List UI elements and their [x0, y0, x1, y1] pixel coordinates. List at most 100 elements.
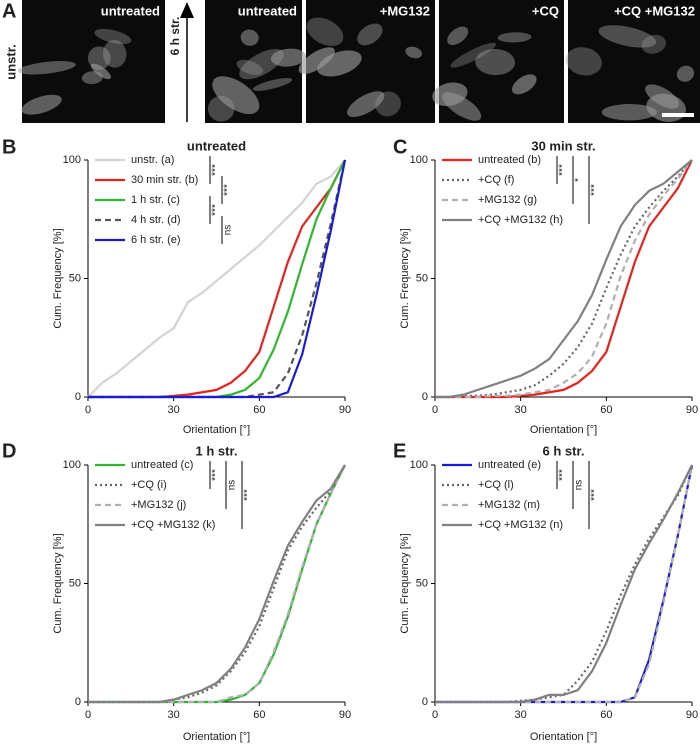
x-tick-label: 90	[339, 709, 351, 721]
legend-label: +CQ (f)	[478, 174, 514, 186]
series-line	[435, 159, 693, 399]
legend-label: 1 h str. (c)	[131, 194, 180, 206]
legend-label: +MG132 (g)	[478, 194, 537, 206]
legend-label: 30 min str. (b)	[131, 174, 198, 186]
cell	[598, 25, 657, 48]
series-line	[435, 464, 694, 704]
x-tick-label: 90	[686, 709, 698, 721]
significance-label: ***	[211, 204, 222, 216]
cell	[676, 65, 695, 82]
legend-label: untreated (c)	[131, 459, 193, 471]
x-tick-label: 0	[85, 404, 91, 416]
cell	[270, 48, 307, 67]
legend-label: +CQ +MG132 (n)	[478, 519, 563, 531]
series-line	[435, 464, 693, 704]
x-tick-label: 60	[253, 709, 265, 721]
cell	[90, 63, 111, 80]
legend-label: untreated (b)	[478, 154, 541, 166]
chart-title: 1 h str.	[196, 443, 238, 458]
x-tick-label: 90	[339, 404, 351, 416]
legend-label: +CQ (l)	[478, 479, 514, 491]
y-tick-label: 0	[75, 696, 81, 708]
y-tick-label: 0	[422, 391, 428, 403]
chart-title: 30 min str.	[531, 138, 595, 153]
legend-label: +CQ +MG132 (h)	[478, 214, 563, 226]
y-tick-label: 100	[63, 154, 81, 166]
series-line	[435, 464, 694, 704]
x-axis-label: Orientation [°]	[183, 731, 250, 743]
x-tick-label: 30	[168, 404, 180, 416]
cell	[252, 78, 293, 91]
x-tick-label: 90	[686, 404, 698, 416]
cell	[357, 23, 383, 46]
x-tick-label: 60	[600, 404, 612, 416]
series-line	[435, 159, 693, 399]
legend-label: unstr. (a)	[131, 154, 174, 166]
y-axis-label: Cum. Frequency [%]	[52, 228, 64, 328]
cell	[240, 29, 259, 46]
cell	[102, 40, 127, 68]
significance-label: ***	[590, 184, 601, 196]
significance-label: ***	[223, 184, 234, 196]
chart-title: 6 h str.	[543, 443, 585, 458]
y-tick-label: 0	[75, 391, 81, 403]
scale-bar	[662, 113, 694, 117]
series-line	[88, 464, 346, 704]
cell	[641, 34, 667, 54]
cell	[87, 46, 111, 70]
side-label: unstr.	[3, 44, 18, 79]
legend-label: +MG132 (m)	[478, 499, 540, 511]
x-tick-label: 30	[515, 709, 527, 721]
y-tick-label: 50	[69, 577, 81, 589]
cell	[94, 28, 132, 45]
cell	[447, 26, 469, 46]
cell	[18, 61, 76, 75]
x-tick-label: 0	[432, 709, 438, 721]
significance-label: ***	[558, 164, 569, 176]
image-label: untreated	[101, 3, 160, 18]
series-line	[88, 464, 346, 704]
cell	[497, 32, 532, 43]
legend-label: 4 h str. (d)	[131, 214, 181, 226]
cell	[347, 91, 385, 118]
cell	[475, 48, 516, 76]
y-axis-label: Cum. Frequency [%]	[399, 228, 411, 328]
legend-label: untreated (e)	[478, 459, 541, 471]
chart-title: untreated	[187, 138, 246, 153]
cell	[375, 91, 401, 117]
legend-label: +CQ +MG132 (k)	[131, 519, 215, 531]
arrow-head	[180, 2, 194, 18]
significance-label: *	[574, 178, 585, 182]
y-tick-label: 100	[410, 154, 428, 166]
image-label: untreated	[238, 3, 297, 18]
y-tick-label: 50	[416, 272, 428, 284]
significance-label: ***	[558, 469, 569, 481]
cell	[511, 74, 537, 95]
cell	[441, 92, 482, 121]
significance-label: ***	[590, 489, 601, 501]
series-line	[88, 464, 346, 704]
x-tick-label: 30	[168, 709, 180, 721]
panel-letter: B	[2, 136, 16, 158]
panel-letter: E	[393, 440, 406, 462]
significance-label: ***	[243, 489, 254, 501]
arrow-label: 6 h str.	[168, 17, 182, 56]
cell	[212, 76, 260, 115]
image-label: +CQ	[532, 3, 559, 18]
cell	[21, 94, 62, 115]
series-line	[88, 159, 347, 399]
panel-letter: C	[393, 136, 407, 158]
y-tick-label: 50	[69, 272, 81, 284]
series-line	[87, 159, 346, 398]
cell	[645, 84, 680, 109]
y-tick-label: 100	[63, 459, 81, 471]
legend-label: 6 h str. (e)	[131, 234, 181, 246]
x-axis-label: Orientation [°]	[183, 424, 250, 436]
series-line	[435, 464, 693, 704]
significance-label: ns	[223, 225, 234, 236]
cell	[236, 59, 263, 75]
x-axis-label: Orientation [°]	[530, 424, 597, 436]
cell	[601, 104, 657, 121]
x-axis-label: Orientation [°]	[530, 731, 597, 743]
